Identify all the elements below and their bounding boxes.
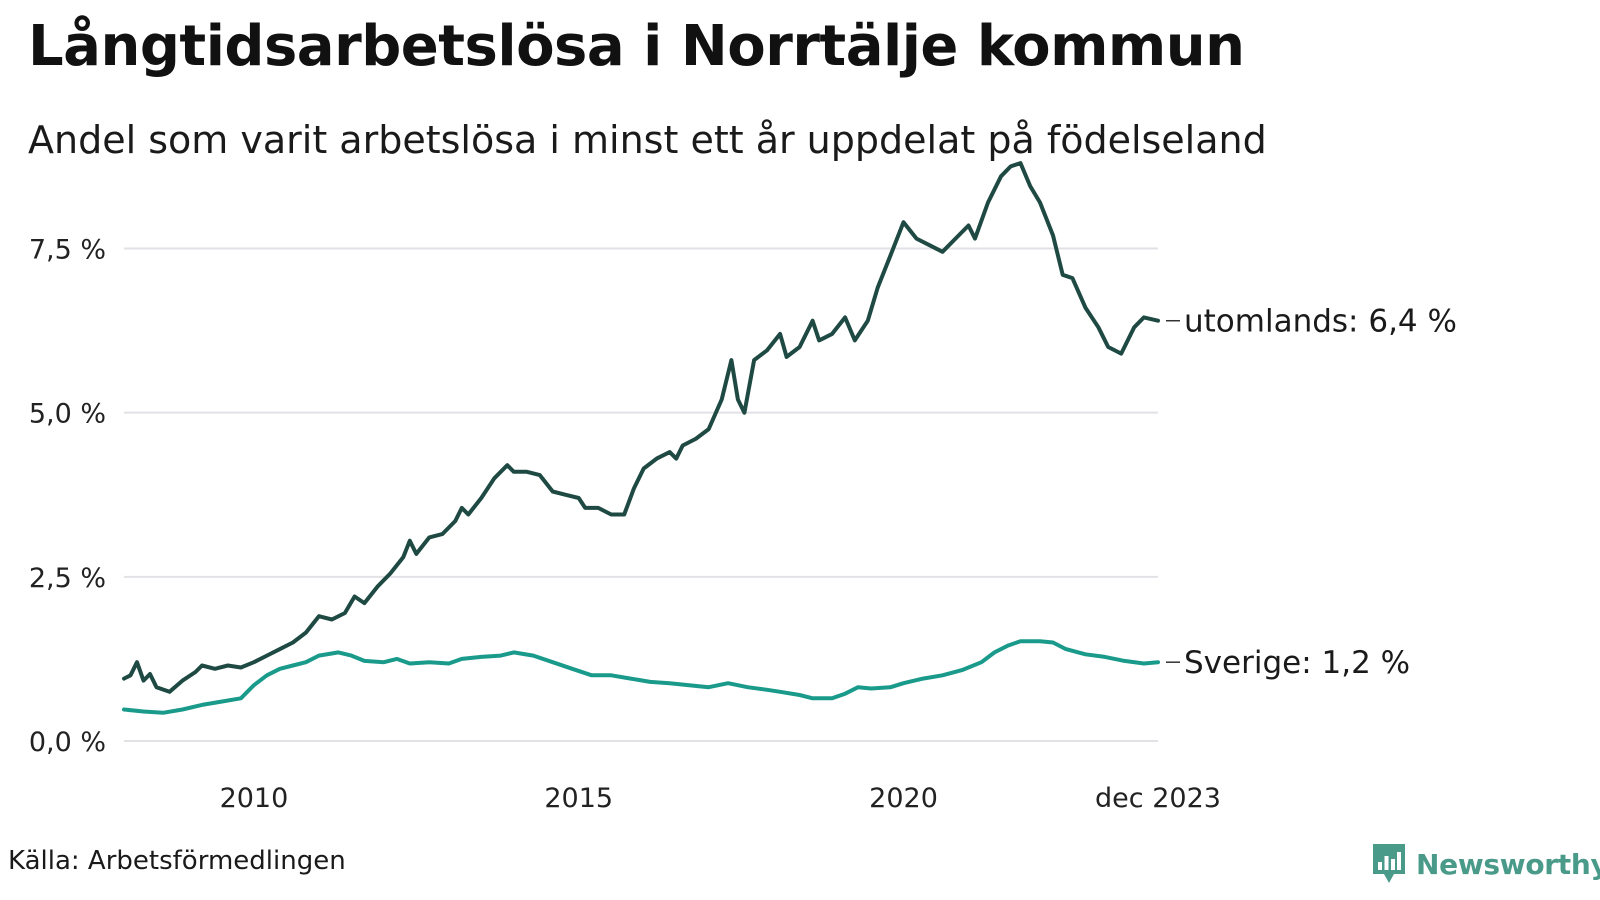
series-line-utomlands: [122, 161, 1160, 694]
gridlines: [124, 247, 1158, 742]
chart-title: Långtidsarbetslösa i Norrtälje kommun: [28, 14, 1245, 79]
y-axis: 0,0 % 2,5 % 5,0 % 7,5 %: [29, 235, 106, 759]
x-tick-label: 2010: [220, 783, 289, 814]
newsworthy-logo: Newsworthy: [1370, 842, 1600, 886]
logo-wordmark: Newsworthy: [1416, 847, 1600, 881]
series-labels: utomlands: 6,4 % Sverige: 1,2 %: [1166, 304, 1457, 681]
series-lines: [122, 161, 1160, 715]
x-axis: 2010 2015 2020 dec 2023: [220, 783, 1221, 814]
source-note: Källa: Arbetsförmedlingen: [8, 846, 346, 876]
x-tick-label: dec 2023: [1095, 783, 1221, 814]
series-end-label-utomlands: utomlands: 6,4 %: [1184, 304, 1457, 340]
y-tick-label: 7,5 %: [29, 235, 106, 266]
x-tick-label: 2020: [869, 783, 938, 814]
series-line-sverige: [122, 639, 1160, 715]
chart-subtitle: Andel som varit arbetslösa i minst ett å…: [28, 118, 1267, 162]
y-tick-label: 0,0 %: [29, 727, 106, 758]
y-tick-label: 2,5 %: [29, 563, 106, 594]
y-tick-label: 5,0 %: [29, 399, 106, 430]
newsworthy-chart-icon: [1373, 844, 1405, 883]
x-tick-label: 2015: [544, 783, 613, 814]
series-end-label-sverige: Sverige: 1,2 %: [1184, 645, 1410, 681]
